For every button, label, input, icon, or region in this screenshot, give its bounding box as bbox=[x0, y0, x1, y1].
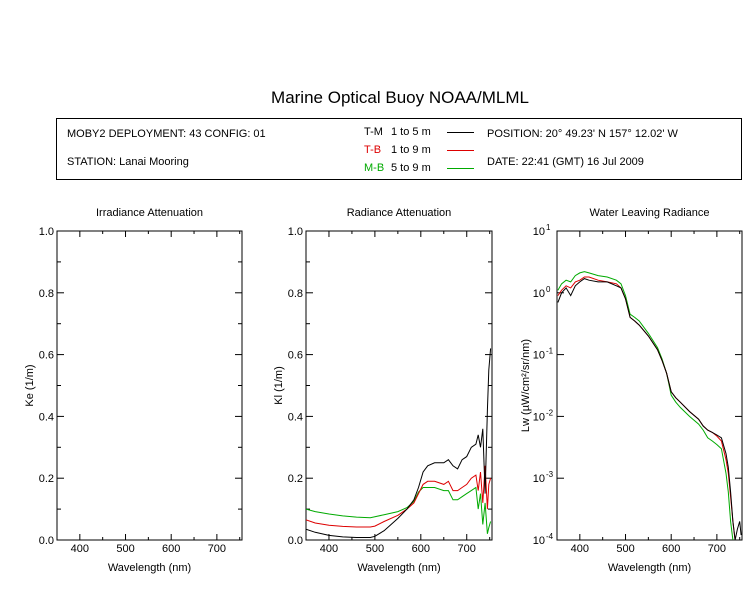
y-tick-exponent: -2 bbox=[546, 408, 554, 417]
y-tick-label: 10 bbox=[533, 350, 545, 362]
info-box: MOBY2 DEPLOYMENT: 43 CONFIG: 01 STATION:… bbox=[56, 118, 742, 180]
y-axis-label-0: Ke (1/m) bbox=[24, 364, 36, 406]
plot-frame-0 bbox=[56, 230, 243, 541]
station-text: STATION: Lanai Mooring bbox=[67, 156, 189, 168]
y-tick-label: 0.2 bbox=[39, 473, 54, 485]
x-tick-label: 500 bbox=[366, 543, 384, 555]
x-tick-label: 600 bbox=[162, 543, 180, 555]
x-tick-label: 700 bbox=[208, 543, 226, 555]
y-tick-label: 0.0 bbox=[39, 535, 54, 547]
x-tick-label: 600 bbox=[662, 543, 680, 555]
legend-line-tb bbox=[447, 150, 474, 151]
series-line-1-1 bbox=[306, 465, 492, 528]
legend-label-tm: T-M bbox=[364, 126, 383, 138]
y-tick-label: 10 bbox=[533, 226, 545, 238]
plot-frame-2 bbox=[556, 230, 743, 541]
x-tick-label: 700 bbox=[458, 543, 476, 555]
y-tick-exponent: -1 bbox=[546, 347, 554, 356]
x-axis-label-2: Wavelength (nm) bbox=[608, 562, 691, 574]
legend-range-tm: 1 to 5 m bbox=[391, 126, 431, 138]
x-tick-label: 400 bbox=[320, 543, 338, 555]
y-tick-label: 10 bbox=[533, 535, 545, 547]
y-tick-label: 0.8 bbox=[288, 288, 303, 300]
series-line-2-0 bbox=[557, 271, 734, 540]
y-tick-label: 0.2 bbox=[288, 473, 303, 485]
legend-label-mb: M-B bbox=[364, 162, 385, 174]
x-tick-label: 400 bbox=[71, 543, 89, 555]
chart-title-0: Irradiance Attenuation bbox=[96, 207, 203, 219]
legend-line-tm bbox=[447, 132, 474, 133]
page-title: Marine Optical Buoy NOAA/MLML bbox=[271, 88, 529, 107]
y-axis-label-1: Kl (1/m) bbox=[273, 366, 285, 405]
x-tick-label: 700 bbox=[708, 543, 726, 555]
legend-range-mb: 5 to 9 m bbox=[391, 162, 431, 174]
position-text: POSITION: 20° 49.23' N 157° 12.02' W bbox=[487, 128, 678, 140]
y-tick-label: 0.4 bbox=[288, 411, 303, 423]
y-tick-label: 0.8 bbox=[39, 288, 54, 300]
y-tick-label: 0.4 bbox=[39, 411, 54, 423]
y-tick-label: 0.6 bbox=[288, 350, 303, 362]
series-line-2-1 bbox=[557, 276, 736, 540]
x-tick-label: 600 bbox=[412, 543, 430, 555]
x-axis-label-1: Wavelength (nm) bbox=[357, 562, 440, 574]
y-tick-exponent: -3 bbox=[546, 470, 554, 479]
chart-title-1: Radiance Attenuation bbox=[347, 207, 452, 219]
y-tick-label: 10 bbox=[533, 473, 545, 485]
y-tick-label: 10 bbox=[533, 411, 545, 423]
y-tick-label: 0.0 bbox=[288, 535, 303, 547]
y-tick-exponent: -4 bbox=[546, 532, 554, 541]
chart-title-2: Water Leaving Radiance bbox=[589, 207, 709, 219]
legend-range-tb: 1 to 9 m bbox=[391, 144, 431, 156]
y-tick-label: 1.0 bbox=[39, 226, 54, 238]
series-line-1-2 bbox=[306, 348, 492, 538]
y-tick-exponent: 1 bbox=[546, 223, 551, 232]
series-line-2-2 bbox=[557, 278, 742, 540]
x-tick-label: 500 bbox=[116, 543, 134, 555]
y-axis-label-2: Lw (µW/cm²/sr/nm) bbox=[520, 339, 532, 432]
x-tick-label: 400 bbox=[571, 543, 589, 555]
date-text: DATE: 22:41 (GMT) 16 Jul 2009 bbox=[487, 156, 644, 168]
deployment-text: MOBY2 DEPLOYMENT: 43 CONFIG: 01 bbox=[67, 128, 266, 140]
y-tick-exponent: 0 bbox=[546, 285, 551, 294]
x-axis-label-0: Wavelength (nm) bbox=[108, 562, 191, 574]
plot-frame-1 bbox=[305, 230, 493, 541]
legend-label-tb: T-B bbox=[364, 144, 382, 156]
legend-line-mb bbox=[447, 168, 474, 169]
y-tick-label: 0.6 bbox=[39, 350, 54, 362]
series-line-1-0 bbox=[306, 486, 492, 534]
x-tick-label: 500 bbox=[616, 543, 634, 555]
y-tick-label: 10 bbox=[533, 288, 545, 300]
y-tick-label: 1.0 bbox=[288, 226, 303, 238]
